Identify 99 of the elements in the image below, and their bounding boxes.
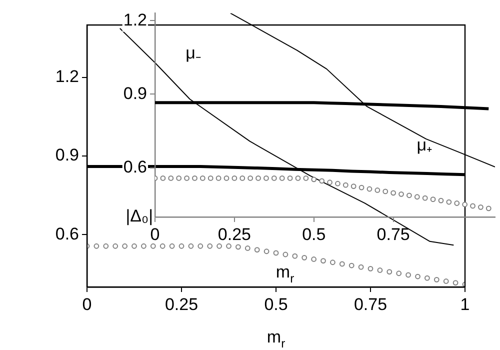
point bbox=[358, 184, 364, 190]
y-tick-label: 0.9 bbox=[123, 84, 147, 103]
point bbox=[184, 176, 190, 181]
y-tick-label: 0.9 bbox=[55, 146, 79, 165]
point bbox=[406, 192, 412, 198]
point bbox=[319, 178, 325, 184]
point bbox=[192, 176, 198, 181]
point bbox=[254, 247, 260, 252]
point bbox=[434, 276, 440, 282]
x-tick-label: 0.25 bbox=[218, 224, 251, 244]
point bbox=[386, 269, 392, 275]
point bbox=[178, 243, 184, 249]
point bbox=[295, 176, 301, 181]
point bbox=[208, 176, 214, 181]
point bbox=[374, 188, 380, 193]
y-tick-label: 1.2 bbox=[123, 10, 147, 30]
point bbox=[287, 176, 293, 181]
point bbox=[236, 244, 241, 250]
annotation: μ₋ bbox=[186, 44, 202, 63]
point bbox=[398, 191, 404, 197]
point bbox=[327, 180, 332, 186]
point bbox=[350, 184, 356, 190]
point bbox=[198, 243, 204, 249]
point bbox=[292, 253, 298, 259]
point bbox=[279, 176, 285, 181]
point bbox=[141, 243, 146, 249]
point bbox=[200, 176, 206, 181]
point bbox=[390, 190, 396, 196]
point bbox=[224, 176, 230, 181]
point bbox=[342, 182, 348, 188]
point bbox=[406, 272, 411, 278]
point bbox=[422, 195, 428, 201]
point bbox=[103, 243, 109, 249]
x-tick-label: 0.5 bbox=[264, 294, 288, 314]
x-tick-label: 0.5 bbox=[302, 224, 326, 244]
point bbox=[430, 196, 436, 202]
point bbox=[94, 243, 100, 249]
point bbox=[160, 243, 166, 249]
x-tick-label: 0.25 bbox=[164, 294, 198, 314]
point bbox=[452, 280, 458, 286]
point bbox=[207, 243, 213, 249]
point bbox=[424, 275, 430, 281]
point bbox=[330, 260, 336, 266]
point bbox=[176, 176, 182, 181]
point bbox=[414, 194, 420, 200]
point bbox=[248, 176, 254, 181]
point bbox=[368, 266, 374, 272]
point bbox=[282, 252, 288, 258]
point bbox=[132, 243, 137, 249]
point bbox=[382, 188, 388, 194]
point bbox=[256, 176, 261, 181]
point bbox=[486, 206, 492, 212]
x-tick-label: 0.75 bbox=[376, 224, 410, 244]
point bbox=[377, 268, 383, 273]
point bbox=[216, 176, 222, 181]
point bbox=[348, 262, 354, 268]
point bbox=[168, 176, 174, 181]
point bbox=[470, 203, 476, 209]
point bbox=[169, 243, 175, 249]
point bbox=[396, 270, 402, 276]
point bbox=[446, 199, 452, 205]
x-tick-label: 0.75 bbox=[354, 294, 388, 314]
point bbox=[240, 176, 246, 181]
point bbox=[122, 243, 128, 249]
point bbox=[335, 180, 340, 186]
point bbox=[303, 176, 309, 181]
y-tick-label: 0.6 bbox=[55, 224, 79, 244]
point bbox=[311, 176, 317, 182]
point bbox=[271, 176, 277, 181]
point bbox=[226, 243, 232, 249]
x-tick-label: 0 bbox=[150, 224, 160, 244]
point bbox=[232, 176, 238, 181]
point bbox=[366, 186, 372, 192]
point bbox=[454, 200, 460, 206]
point bbox=[438, 198, 444, 204]
x-tick-label: 1 bbox=[460, 294, 470, 314]
point bbox=[273, 250, 279, 256]
point bbox=[264, 248, 270, 254]
x-tick-label: 0 bbox=[82, 294, 92, 314]
point bbox=[443, 278, 449, 284]
point bbox=[415, 274, 420, 280]
point bbox=[264, 176, 269, 181]
point bbox=[462, 202, 468, 208]
point bbox=[320, 258, 326, 264]
point bbox=[150, 243, 156, 249]
point bbox=[112, 243, 118, 249]
point bbox=[216, 243, 222, 249]
y-tick-label: 0.6 bbox=[123, 158, 147, 177]
point bbox=[478, 204, 484, 210]
y-axis-title: |Δ₀| bbox=[126, 206, 154, 226]
point bbox=[244, 246, 250, 251]
point bbox=[302, 254, 308, 260]
annotation: μ₊ bbox=[416, 135, 433, 154]
point bbox=[160, 176, 166, 181]
y-tick-label: 1.2 bbox=[55, 67, 79, 86]
point bbox=[188, 243, 194, 249]
point bbox=[311, 256, 316, 262]
point bbox=[358, 264, 364, 270]
point bbox=[339, 261, 345, 267]
